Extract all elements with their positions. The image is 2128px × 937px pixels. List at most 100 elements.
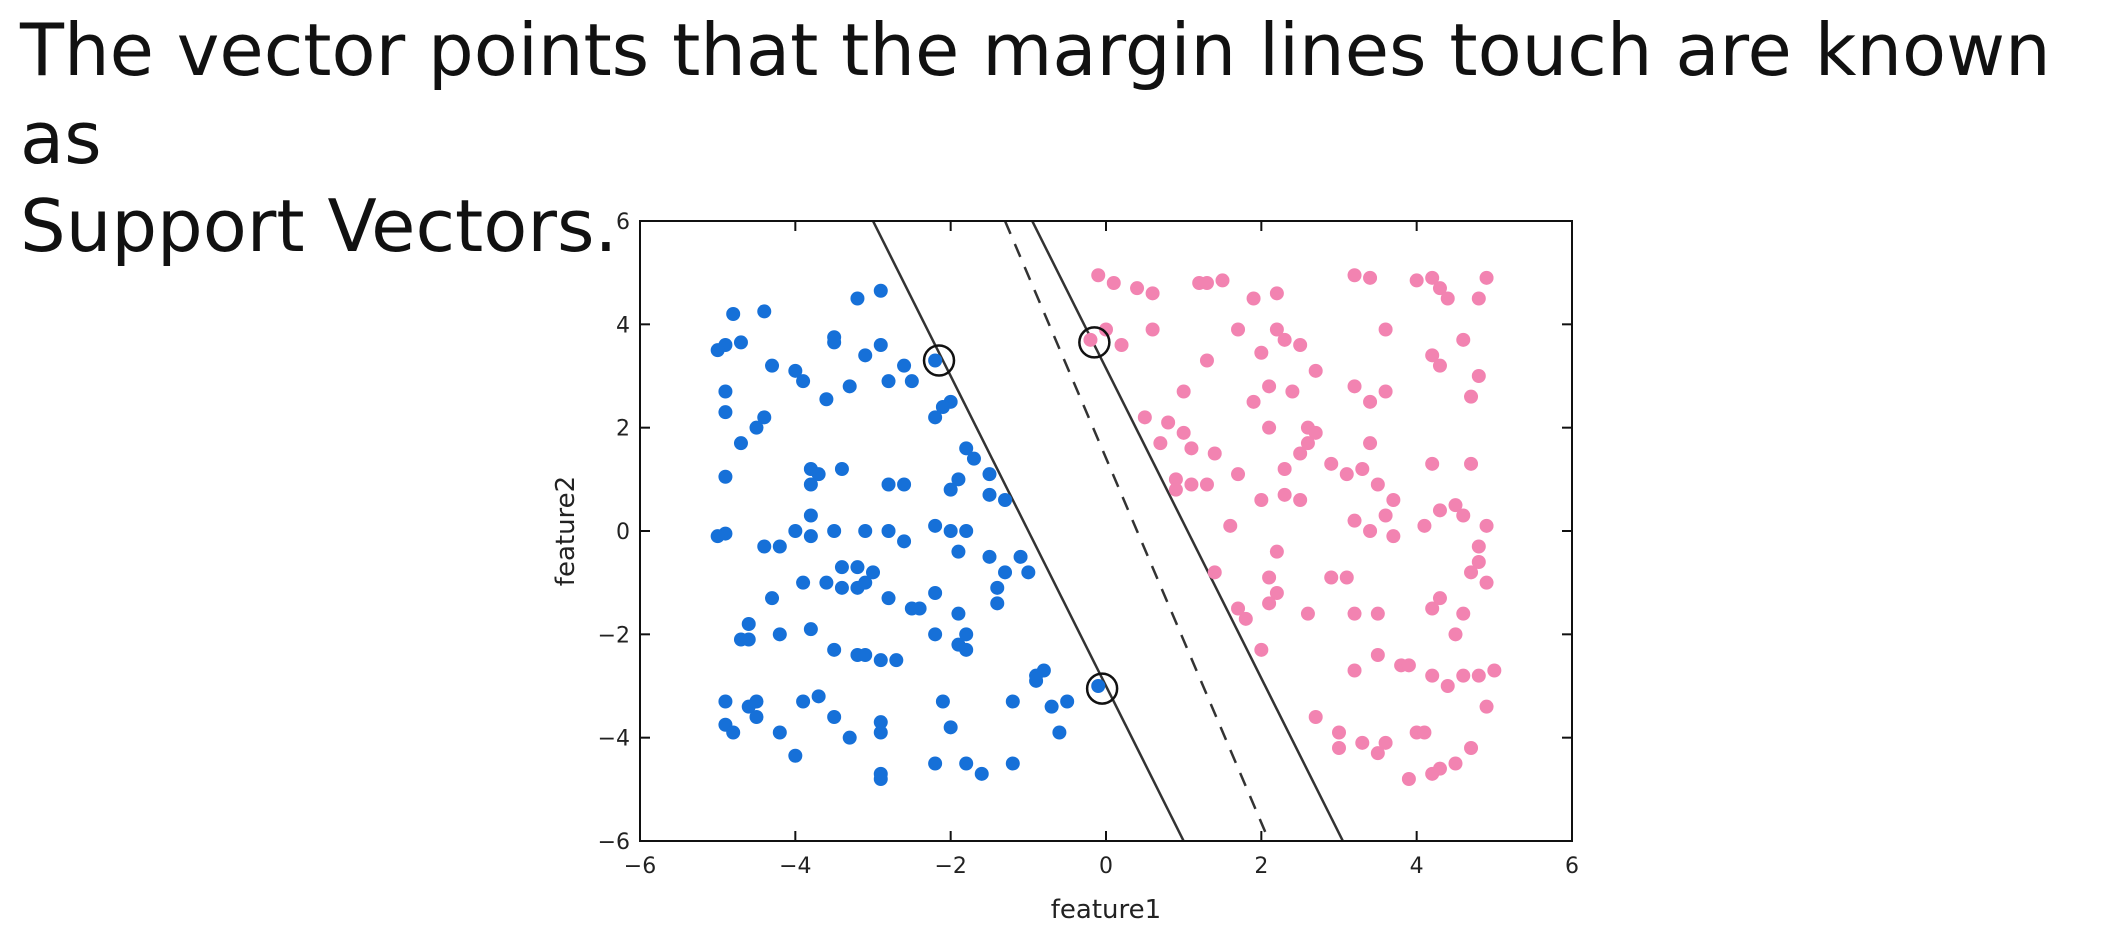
data-point [1487,663,1502,678]
data-point [1099,322,1113,337]
data-point [897,477,912,492]
data-point [990,580,1005,595]
data-point [1308,363,1323,378]
data-point [1386,493,1401,507]
data-point [718,384,733,399]
data-point [803,477,818,492]
data-point [757,539,772,554]
data-point [1083,332,1098,347]
data-point [858,524,873,538]
y-tick-label: −2 [598,623,630,648]
data-point [1479,699,1494,714]
data-point [1254,345,1269,360]
data-point [1269,586,1284,600]
data-point [1440,291,1455,306]
data-point [1184,441,1199,456]
data-point [1417,725,1432,740]
y-tick-label: 2 [616,417,630,442]
data-point [1339,467,1354,482]
data-point [718,405,733,420]
data-point [1308,710,1323,724]
data-point [772,627,787,642]
data-point [1277,332,1292,347]
data-point [873,766,888,781]
data-point [1277,487,1292,502]
data-point [757,304,772,319]
data-point [1168,472,1183,487]
data-point [974,766,989,781]
y-axis-label: feature2 [551,476,581,586]
data-point [842,379,857,394]
data-point [1013,549,1028,564]
data-point [1238,611,1253,626]
data-point [819,392,834,407]
data-point [904,374,919,389]
data-point [1293,446,1308,461]
data-point [935,400,950,414]
data-point [1231,467,1246,482]
data-point [1432,358,1447,373]
data-point [1324,570,1339,585]
data-point [1231,601,1246,616]
data-point [1378,508,1393,523]
data-point [966,451,981,466]
data-point [1262,379,1277,394]
plot-area [640,221,1572,841]
data-point [1262,570,1277,585]
data-point [1029,673,1044,688]
data-point [990,596,1005,611]
data-point [1363,524,1378,538]
data-point [827,710,842,724]
data-point [1464,565,1479,580]
data-point [811,467,826,482]
data-point [1106,276,1121,290]
data-point [881,374,896,389]
data-point [726,307,741,321]
data-point [834,580,849,595]
data-point [1021,565,1036,580]
data-point [1114,338,1129,352]
data-point [858,648,873,662]
data-point [935,694,950,709]
data-point [1347,513,1362,528]
data-point [749,710,764,724]
x-axis-label: feature1 [1051,895,1161,925]
data-point [873,725,888,740]
data-point [1231,322,1246,337]
data-point [1091,268,1106,283]
data-point [1223,518,1238,533]
data-point [1363,436,1378,451]
data-point [998,565,1013,580]
x-tick-label: 4 [1410,854,1424,879]
data-point [710,343,725,358]
y-tick-label: 0 [616,520,630,545]
data-point [1246,394,1261,409]
data-point [1168,482,1183,497]
data-point [1456,606,1471,621]
data-point [1432,761,1447,776]
data-point [733,335,748,350]
data-point [796,575,811,590]
data-point [827,335,842,350]
data-point [928,518,943,533]
data-point [772,725,787,740]
slide-text: The vector points that the margin lines … [20,6,2120,270]
x-tick-label: −4 [779,854,811,879]
data-point [1378,322,1393,337]
data-point [1440,679,1455,693]
data-point [788,524,803,538]
data-point [1464,456,1479,471]
data-point [733,632,748,647]
data-point [796,694,811,709]
data-point [1479,518,1494,533]
data-point [959,441,974,456]
data-point [1363,394,1378,409]
data-point [749,420,764,435]
data-point [1277,462,1292,476]
data-point [1332,741,1346,755]
data-point [1300,436,1315,451]
decision-boundary-line [1003,221,1271,841]
data-point [834,462,849,476]
data-point [1269,286,1284,301]
